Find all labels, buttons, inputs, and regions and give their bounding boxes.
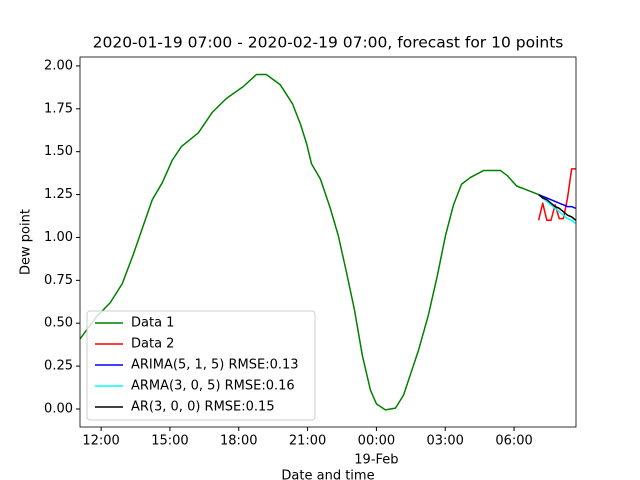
x-tick-label: 18:00 (220, 434, 257, 449)
legend-label: ARIMA(5, 1, 5) RMSE:0.13 (131, 358, 299, 373)
x-tick-label: 12:00 (82, 434, 119, 449)
x-axis-label: Date and time (281, 469, 374, 480)
data-line (538, 193, 576, 225)
y-tick-label: 1.25 (44, 187, 73, 202)
x-tick-label: 15:00 (151, 434, 188, 449)
axes-frame (79, 56, 577, 428)
y-tick-label: 1.00 (44, 230, 73, 245)
x-tick-label: 21:00 (289, 434, 326, 449)
legend-label: Data 1 (131, 316, 174, 331)
y-axis-label: Dew point (19, 209, 34, 275)
legend-label: AR(3, 0, 0) RMSE:0.15 (131, 400, 275, 415)
data-line (538, 193, 576, 209)
plot-area (80, 73, 576, 411)
x-tick-label: 03:00 (426, 434, 463, 449)
legend-label: Data 2 (131, 337, 174, 352)
y-tick-label: 2.00 (44, 58, 73, 73)
x-tick-label: 06:00 (495, 434, 532, 449)
y-tick-label: 0.50 (44, 316, 73, 331)
data-line (537, 168, 576, 222)
legend-label: ARMA(3, 0, 5) RMSE:0.16 (131, 379, 295, 394)
y-tick-label: 1.50 (44, 144, 73, 159)
chart-title: 2020-01-19 07:00 - 2020-02-19 07:00, for… (93, 34, 564, 52)
data-line (538, 193, 576, 221)
y-tick-label: 0.00 (44, 401, 73, 416)
x-tick-label: 00:00 (358, 434, 395, 449)
data-line (80, 73, 539, 411)
y-tick-label: 0.25 (44, 359, 73, 374)
x-date-label: 19-Feb (354, 453, 398, 468)
y-tick-label: 1.75 (44, 101, 73, 116)
y-tick-label: 0.75 (44, 273, 73, 288)
legend-box (86, 310, 316, 421)
